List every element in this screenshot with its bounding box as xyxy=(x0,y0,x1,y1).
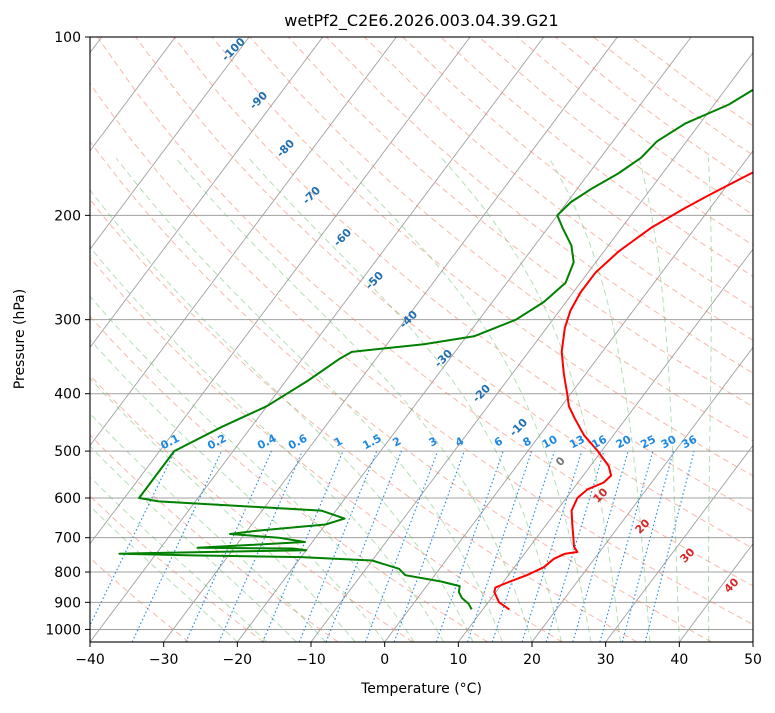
y-tick-label: 200 xyxy=(54,208,81,224)
y-tick-label: 500 xyxy=(54,444,81,460)
x-tick-label: −40 xyxy=(75,652,105,668)
chart-title: wetPf2_C2E6.2026.003.04.39.G21 xyxy=(284,11,558,31)
y-tick-label: 700 xyxy=(54,531,81,547)
y-tick-label: 400 xyxy=(54,387,81,403)
x-axis-label: Temperature (°C) xyxy=(360,681,482,697)
x-tick-label: −10 xyxy=(296,652,326,668)
y-tick-label: 300 xyxy=(54,313,81,329)
x-tick-label: 50 xyxy=(744,652,762,668)
y-tick-label: 1000 xyxy=(45,622,81,638)
x-tick-label: 20 xyxy=(523,652,541,668)
x-tick-label: 0 xyxy=(380,652,389,668)
y-tick-label: 100 xyxy=(54,30,81,46)
y-axis-label: Pressure (hPa) xyxy=(12,289,28,389)
x-tick-label: 10 xyxy=(449,652,467,668)
y-tick-label: 900 xyxy=(54,595,81,611)
x-tick-label: −20 xyxy=(223,652,253,668)
y-tick-label: 600 xyxy=(54,491,81,507)
y-tick-label: 800 xyxy=(54,565,81,581)
x-tick-label: 40 xyxy=(670,652,688,668)
x-tick-label: −30 xyxy=(149,652,179,668)
x-tick-label: 30 xyxy=(597,652,615,668)
